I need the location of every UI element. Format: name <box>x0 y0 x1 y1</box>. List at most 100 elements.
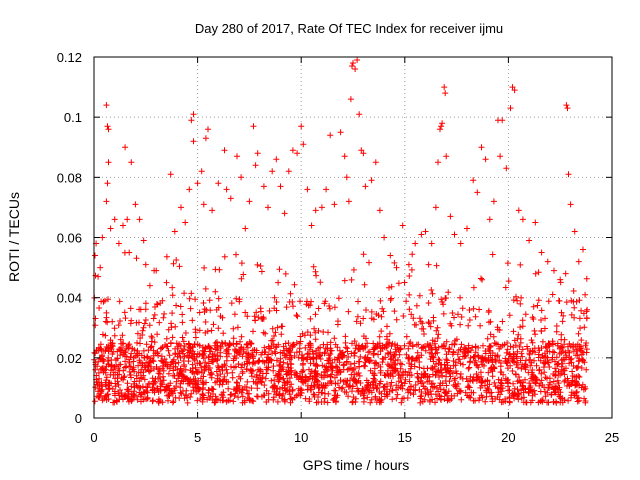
data-point <box>440 310 447 317</box>
data-point <box>542 374 549 381</box>
data-point <box>334 344 341 351</box>
data-point <box>122 315 129 322</box>
data-point <box>538 327 545 334</box>
data-point <box>440 386 447 393</box>
data-point <box>296 340 303 347</box>
data-point <box>461 344 468 351</box>
data-point <box>531 327 538 334</box>
data-point <box>306 375 313 382</box>
data-point <box>430 358 437 365</box>
data-point <box>458 341 465 348</box>
data-point <box>234 380 241 386</box>
data-point <box>554 361 560 368</box>
data-point <box>167 380 174 387</box>
data-point <box>128 350 135 357</box>
data-point <box>470 177 477 184</box>
data-point <box>308 298 315 305</box>
data-point <box>496 396 503 403</box>
data-point <box>273 156 280 163</box>
data-point <box>376 207 383 214</box>
data-point <box>166 393 173 399</box>
data-point <box>438 123 445 130</box>
data-point <box>565 397 572 404</box>
data-point <box>432 372 439 379</box>
data-point <box>417 399 424 406</box>
data-point <box>312 207 319 214</box>
data-point <box>252 360 258 367</box>
data-point <box>530 303 537 310</box>
data-point <box>105 361 112 367</box>
data-point <box>356 111 363 118</box>
data-point <box>103 377 110 384</box>
data-point <box>534 302 541 309</box>
data-point <box>260 392 267 399</box>
data-point <box>210 321 217 328</box>
data-point <box>443 382 450 389</box>
data-point <box>387 371 394 378</box>
data-point <box>460 361 466 368</box>
data-point <box>580 386 587 393</box>
data-point <box>391 308 398 315</box>
y-axis-label: ROTI / TECUs <box>6 192 22 282</box>
data-point <box>200 384 207 391</box>
data-point <box>387 252 394 259</box>
data-point <box>150 352 157 359</box>
data-point <box>487 331 494 338</box>
data-point <box>141 376 148 383</box>
data-point <box>200 373 207 380</box>
data-point <box>188 117 195 124</box>
data-point <box>457 388 464 395</box>
data-point <box>378 390 385 397</box>
data-point <box>361 362 367 369</box>
data-point <box>545 359 552 366</box>
data-point <box>217 353 224 360</box>
data-point <box>124 380 131 387</box>
data-point <box>202 135 209 142</box>
data-point <box>127 305 134 312</box>
data-point <box>170 260 177 267</box>
data-point <box>181 353 188 360</box>
data-point <box>389 396 396 403</box>
data-point <box>583 366 590 373</box>
data-point <box>568 297 575 304</box>
data-point <box>208 370 215 376</box>
data-point <box>137 335 144 342</box>
data-point <box>496 357 503 364</box>
data-point <box>361 390 368 397</box>
data-point <box>558 309 565 316</box>
data-point <box>293 312 300 319</box>
data-point <box>558 336 565 343</box>
data-point <box>271 348 278 355</box>
data-point <box>416 292 423 299</box>
data-point <box>465 383 472 390</box>
data-point <box>179 319 186 326</box>
data-point <box>177 354 184 361</box>
data-point <box>165 326 172 333</box>
data-point <box>341 277 348 284</box>
data-point <box>372 159 379 166</box>
data-point <box>165 370 172 377</box>
data-point <box>99 331 106 338</box>
data-point <box>443 153 450 160</box>
data-point <box>395 280 402 287</box>
data-point <box>452 337 459 344</box>
data-point <box>120 367 127 374</box>
data-point <box>559 344 566 351</box>
data-point <box>366 387 373 394</box>
data-point <box>233 341 240 348</box>
data-point <box>413 302 420 309</box>
data-point <box>342 333 349 340</box>
data-point <box>224 370 231 377</box>
data-point <box>199 395 206 402</box>
data-point <box>208 385 215 392</box>
data-point <box>466 384 473 391</box>
data-point <box>182 219 189 226</box>
data-point <box>573 352 579 359</box>
data-point <box>286 345 293 352</box>
data-point <box>304 186 311 193</box>
data-point <box>575 363 582 370</box>
data-point <box>433 262 440 269</box>
data-point <box>163 335 170 342</box>
data-point <box>166 352 173 359</box>
data-point <box>561 397 568 403</box>
